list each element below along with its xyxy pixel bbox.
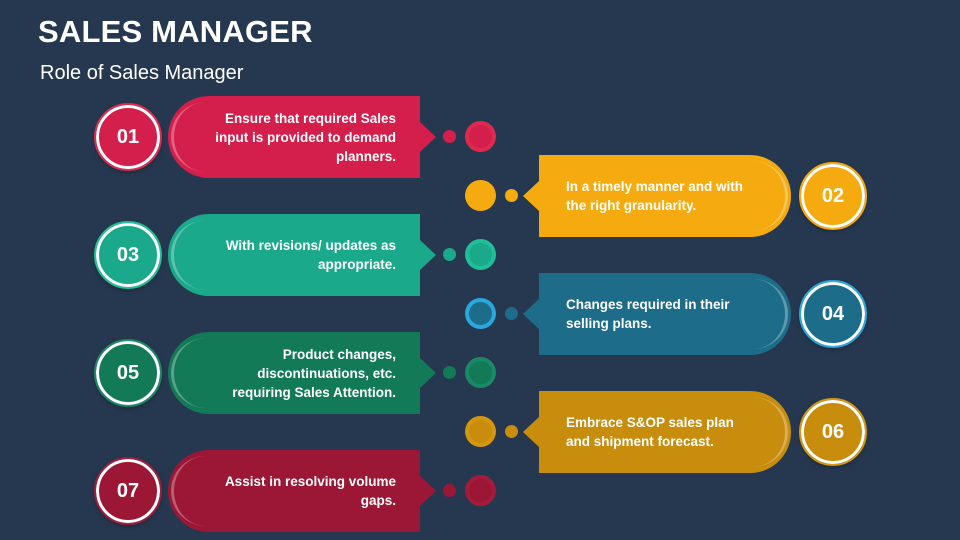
pointer-arrow — [420, 358, 436, 388]
timeline-node — [467, 182, 494, 209]
pointer-arrow — [523, 181, 539, 211]
timeline-node — [467, 359, 494, 386]
timeline-node — [467, 477, 494, 504]
step-number-badge: 01 — [94, 103, 162, 171]
step-number-badge: 02 — [799, 162, 867, 230]
timeline-node — [467, 241, 494, 268]
timeline-node — [467, 123, 494, 150]
step-text: Assist in resolving volume gaps. — [224, 474, 396, 508]
step-04: Changes required in their selling plans.… — [0, 273, 960, 355]
connector-dot — [505, 307, 518, 320]
page-title: SALES MANAGER — [38, 14, 313, 49]
timeline-node — [467, 300, 494, 327]
pointer-arrow — [420, 240, 436, 270]
pointer-arrow — [420, 122, 436, 152]
step-number-badge: 07 — [94, 457, 162, 525]
step-text: Embrace S&OP sales plan and shipment for… — [566, 415, 734, 449]
step-card-03: With revisions/ updates as appropriate. — [168, 214, 420, 296]
step-card-02: In a timely manner and with the right gr… — [539, 155, 791, 237]
step-card-04: Changes required in their selling plans. — [539, 273, 791, 355]
step-07: Assist in resolving volume gaps. 07 — [0, 450, 960, 532]
connector-dot — [443, 248, 456, 261]
step-02: In a timely manner and with the right gr… — [0, 155, 960, 237]
connector-dot — [443, 366, 456, 379]
connector-dot — [443, 130, 456, 143]
pointer-arrow — [420, 476, 436, 506]
step-text: Ensure that required Sales input is prov… — [215, 110, 396, 164]
step-card-01: Ensure that required Sales input is prov… — [168, 96, 420, 178]
page-subtitle: Role of Sales Manager — [40, 62, 244, 84]
step-card-06: Embrace S&OP sales plan and shipment for… — [539, 391, 791, 473]
step-05: Product changes, discontinuations, etc. … — [0, 332, 960, 414]
step-card-05: Product changes, discontinuations, etc. … — [168, 332, 420, 414]
timeline-node — [467, 418, 494, 445]
step-01: Ensure that required Sales input is prov… — [0, 96, 960, 178]
connector-dot — [505, 425, 518, 438]
step-number-badge: 03 — [94, 221, 162, 289]
step-number-badge: 04 — [799, 280, 867, 348]
step-text: Changes required in their selling plans. — [566, 297, 730, 331]
connector-dot — [443, 484, 456, 497]
step-number-badge: 06 — [799, 398, 867, 466]
step-card-07: Assist in resolving volume gaps. — [168, 450, 420, 532]
step-text: Product changes, discontinuations, etc. … — [232, 346, 396, 400]
step-number-badge: 05 — [94, 339, 162, 407]
step-text: In a timely manner and with the right gr… — [566, 179, 744, 213]
step-06: Embrace S&OP sales plan and shipment for… — [0, 391, 960, 473]
step-text: With revisions/ updates as appropriate. — [225, 238, 396, 272]
pointer-arrow — [523, 417, 539, 447]
pointer-arrow — [523, 299, 539, 329]
step-03: With revisions/ updates as appropriate. 0… — [0, 214, 960, 296]
connector-dot — [505, 189, 518, 202]
